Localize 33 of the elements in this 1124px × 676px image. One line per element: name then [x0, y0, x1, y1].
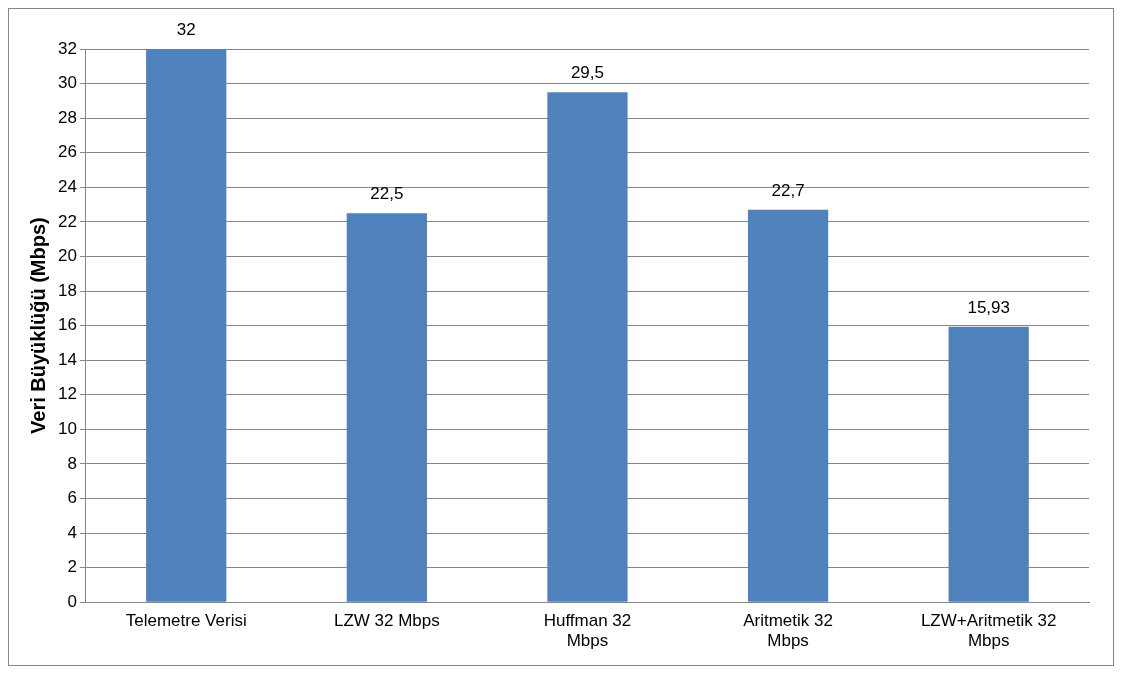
y-tick-label: 28 — [57, 107, 77, 127]
y-tick-label: 4 — [67, 522, 77, 542]
y-tick-label: 24 — [57, 176, 77, 196]
data-label: 32 — [176, 20, 196, 40]
y-tick-label: 12 — [57, 384, 77, 404]
bar — [948, 326, 1029, 602]
data-label: 29,5 — [570, 63, 604, 83]
y-axis-title: Veri Büyüklüğü (Mbps) — [26, 217, 49, 434]
y-tick-label: 20 — [57, 246, 77, 266]
data-label: 22,5 — [370, 184, 404, 204]
x-tick-label: Aritmetik 32 Mbps — [743, 611, 833, 651]
y-tick-label: 16 — [57, 315, 77, 335]
x-tick-label: LZW 32 Mbps — [333, 611, 440, 631]
y-tick-label: 30 — [57, 73, 77, 93]
y-tick-label: 22 — [57, 211, 77, 231]
y-tick-label: 6 — [67, 488, 77, 508]
y-tick-label: 2 — [67, 557, 77, 577]
y-tick-label: 26 — [57, 142, 77, 162]
bar — [547, 92, 628, 602]
y-tick-label: 32 — [57, 38, 77, 58]
y-tick-label: 18 — [57, 280, 77, 300]
y-tick-label: 8 — [67, 453, 77, 473]
bar — [146, 49, 227, 602]
x-tick-label: Telemetre Verisi — [125, 611, 247, 631]
x-tick-label: Huffman 32 Mbps — [543, 611, 632, 651]
y-tick-label: 10 — [57, 419, 77, 439]
bar — [747, 209, 829, 602]
data-label: 15,93 — [967, 298, 1010, 317]
y-tick-label: 14 — [57, 349, 77, 369]
bar — [346, 213, 427, 602]
y-tick-label: 0 — [67, 591, 77, 611]
x-tick-label: LZW+Aritmetik 32 Mbps — [920, 611, 1057, 651]
data-label: 22,7 — [771, 180, 805, 200]
